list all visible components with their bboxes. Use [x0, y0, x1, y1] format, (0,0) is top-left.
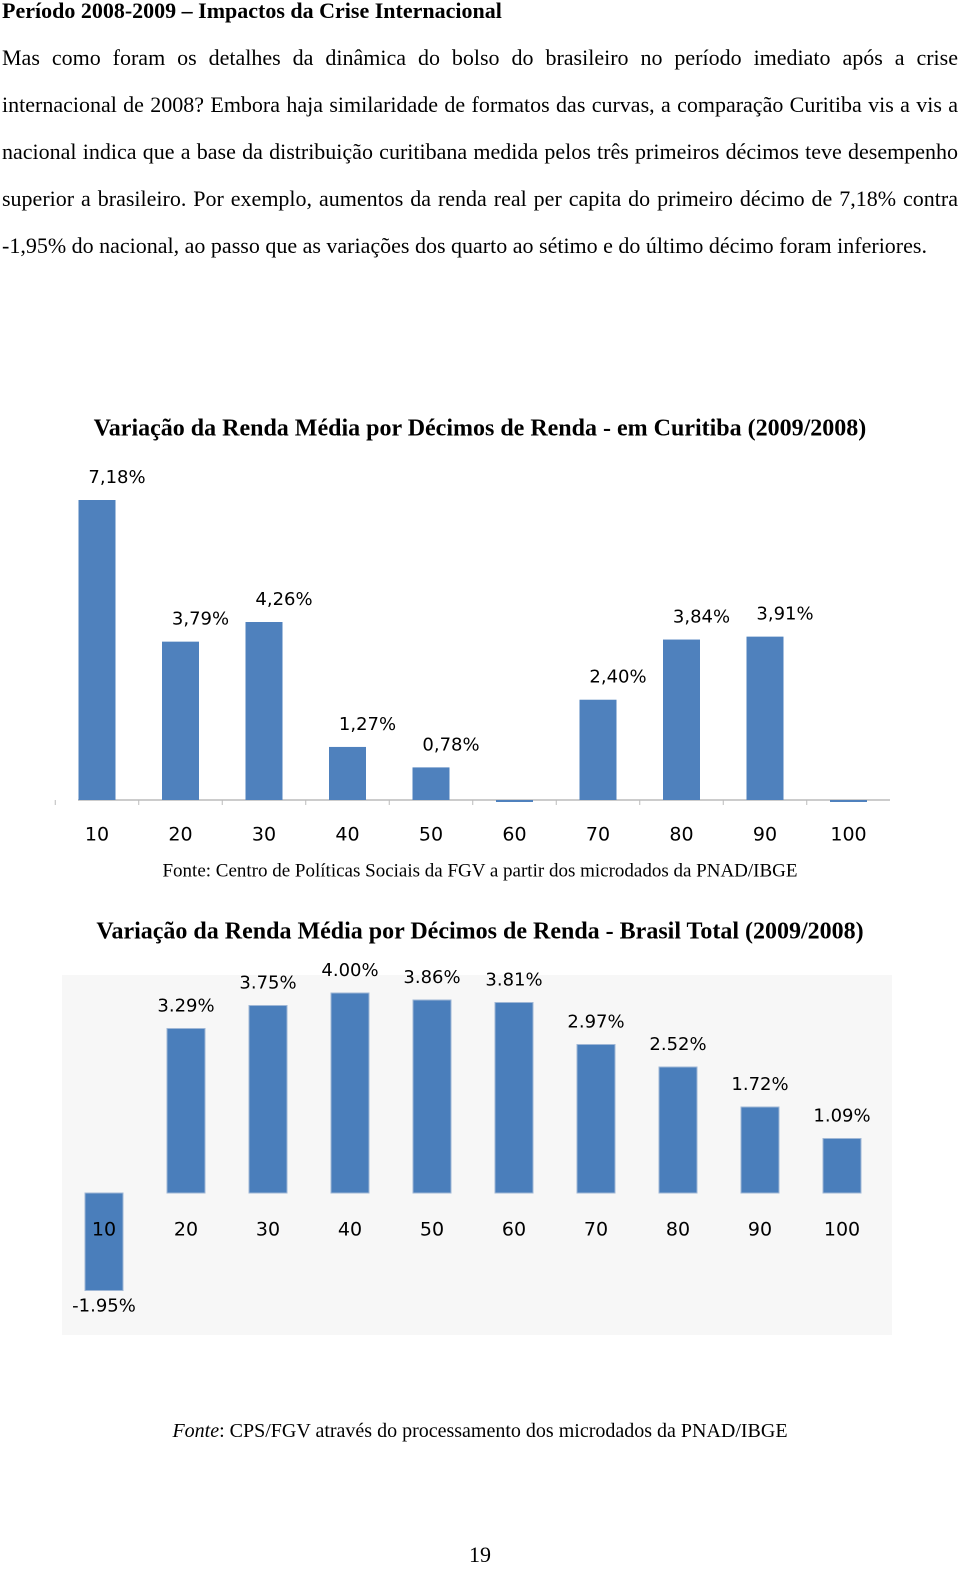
category-label: 40 [335, 824, 359, 846]
category-label: 70 [586, 824, 610, 846]
category-label: 40 [338, 1219, 362, 1241]
footnote-label: Fonte [172, 1420, 220, 1442]
bar [663, 639, 700, 800]
bar [746, 636, 784, 800]
value-label: 2.97% [567, 1012, 624, 1033]
bar [162, 641, 199, 800]
category-label: 100 [830, 824, 866, 846]
bar [84, 1192, 124, 1291]
value-label: 0,78% [422, 734, 479, 755]
value-label: 7,18% [88, 467, 145, 488]
paragraph: Mas como foram os detalhes da dinâmica d… [2, 45, 958, 258]
value-label: 4,26% [255, 589, 312, 610]
category-label: 30 [256, 1219, 280, 1241]
bar [78, 500, 116, 800]
category-label: 60 [502, 824, 526, 846]
bar [822, 1138, 862, 1194]
bar [166, 1028, 206, 1194]
bar [412, 999, 452, 1194]
chart-title: Variação da Renda Média por Décimos de R… [96, 919, 863, 945]
value-label: 3.29% [157, 996, 214, 1017]
category-label: 20 [174, 1219, 198, 1241]
chart: Variação da Renda Média por Décimos de R… [54, 416, 890, 881]
category-label: 80 [666, 1219, 690, 1241]
bar [494, 1002, 534, 1194]
chart-source: Fonte: Centro de Políticas Sociais da FG… [162, 860, 797, 881]
page-number: 19 [469, 1542, 491, 1567]
value-label: 1,27% [339, 714, 396, 735]
category-label: 100 [824, 1219, 860, 1241]
value-label: 1.72% [731, 1074, 788, 1095]
bar [248, 1005, 288, 1194]
bar [658, 1066, 698, 1194]
bar [330, 992, 370, 1194]
value-label: -1.95% [72, 1296, 136, 1317]
value-label: 3,84% [673, 607, 730, 628]
bar [830, 800, 867, 802]
category-label: 50 [420, 1219, 444, 1241]
value-label: 4.00% [321, 960, 378, 981]
value-label: 3,79% [172, 609, 229, 630]
category-label: 50 [419, 824, 443, 846]
category-label: 20 [168, 824, 192, 846]
category-label: 60 [502, 1219, 526, 1241]
value-label: 3,91% [756, 604, 813, 625]
value-label: 1.09% [813, 1106, 870, 1127]
value-label: 3.86% [403, 967, 460, 988]
bar [496, 800, 533, 802]
bar [740, 1106, 780, 1194]
footnote-text: : CPS/FGV através do processamento dos m… [219, 1420, 788, 1442]
bar [412, 767, 450, 800]
category-label: 30 [252, 824, 276, 846]
category-label: 10 [92, 1219, 116, 1241]
chart-title: Variação da Renda Média por Décimos de R… [94, 416, 867, 442]
heading: Período 2008-2009 – Impactos da Crise In… [2, 0, 502, 23]
footnote: Fonte: CPS/FGV através do processamento … [0, 1420, 960, 1443]
value-label: 3.75% [239, 973, 296, 994]
category-label: 90 [753, 824, 777, 846]
category-label: 90 [748, 1219, 772, 1241]
chart: Variação da Renda Média por Décimos de R… [62, 919, 892, 1335]
category-label: 10 [85, 824, 109, 846]
value-label: 2,40% [589, 667, 646, 688]
value-label: 2.52% [649, 1034, 706, 1055]
value-label: 3.81% [485, 970, 542, 991]
bar [245, 622, 283, 800]
bar [329, 746, 366, 800]
category-label: 70 [584, 1219, 608, 1241]
category-label: 80 [669, 824, 693, 846]
bar [576, 1044, 616, 1194]
bar [579, 699, 617, 800]
